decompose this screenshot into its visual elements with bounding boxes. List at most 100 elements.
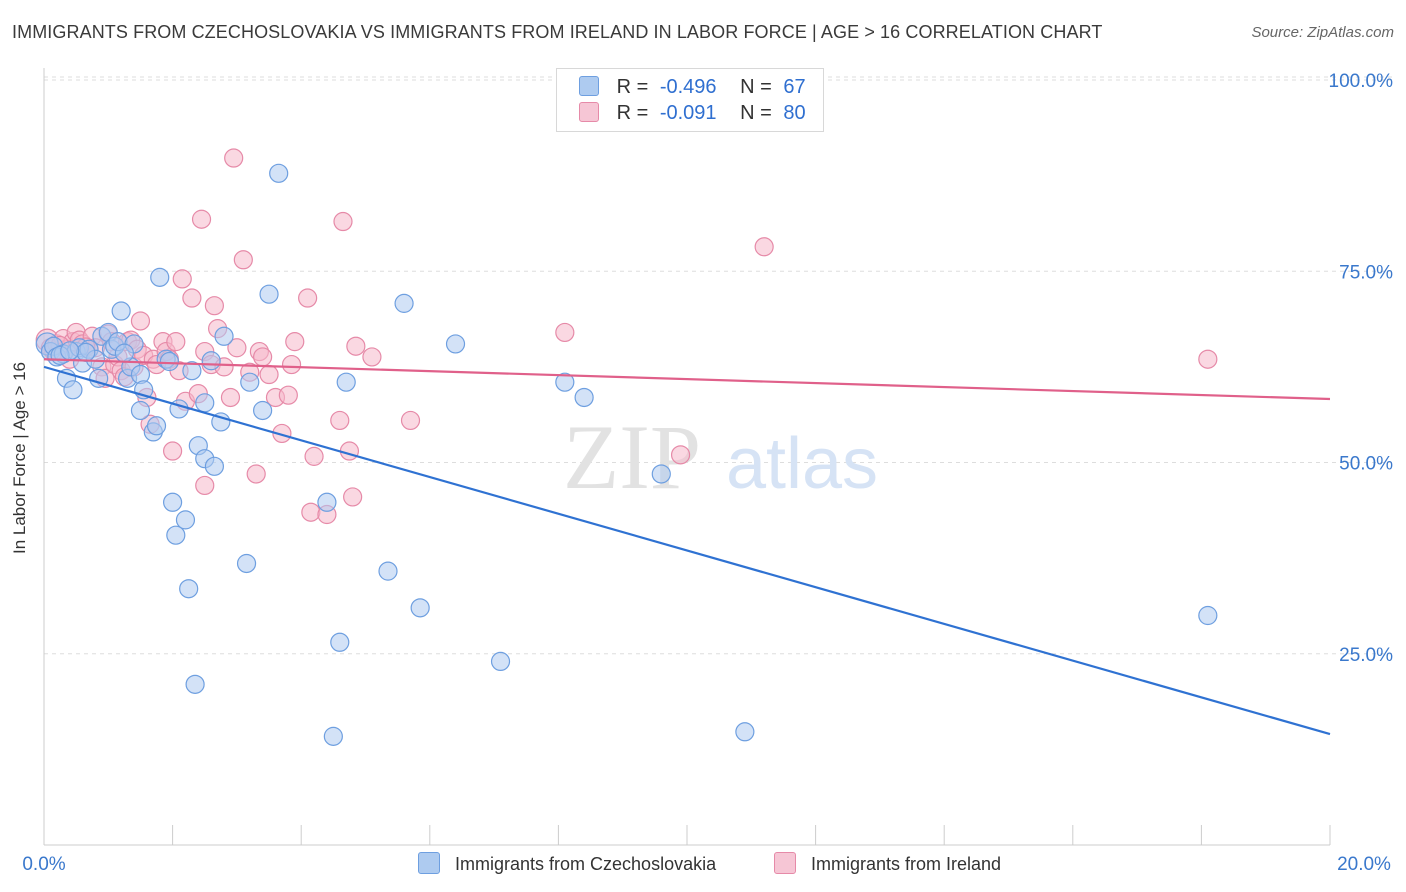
- correlation-legend: R = -0.496 N = 67 R = -0.091 N = 80: [556, 68, 824, 132]
- czechoslovakia-point: [211, 412, 231, 432]
- y-axis-label: In Labor Force | Age > 16: [10, 361, 29, 555]
- ireland-point: [400, 410, 421, 431]
- czechoslovakia-point: [259, 284, 279, 304]
- ireland-trend-line: [43, 358, 1331, 401]
- legend-swatch-pink: [579, 102, 599, 122]
- czechoslovakia-point: [159, 351, 179, 372]
- legend-n-label: N =: [740, 102, 772, 124]
- legend-r-label: R =: [616, 76, 649, 98]
- ireland-point: [195, 475, 215, 496]
- czechoslovakia-point: [490, 651, 511, 672]
- legend-swatch-blue: [579, 76, 599, 96]
- czechoslovakia-point: [60, 341, 80, 361]
- czechoslovakia-point: [253, 400, 273, 421]
- y-tick-label: 25.0%: [1339, 645, 1393, 666]
- ireland-point: [330, 410, 350, 431]
- legend-n-value: 67: [783, 76, 806, 98]
- bottom-legend-swatch-pink: [774, 852, 796, 874]
- czechoslovakia-point: [394, 293, 414, 313]
- ireland-point: [253, 347, 273, 367]
- czechoslovakia-point: [150, 267, 170, 287]
- x-tick-label: 0.0%: [22, 854, 65, 875]
- czechoslovakia-point: [269, 163, 289, 183]
- czechoslovakia-point: [445, 334, 466, 354]
- ireland-point: [346, 336, 366, 356]
- watermark-atlas: atlas: [726, 424, 878, 504]
- bottom-legend-czechoslovakia: Immigrants from Czechoslovakia: [418, 852, 716, 876]
- czechoslovakia-point: [735, 722, 755, 742]
- ireland-point: [259, 364, 279, 385]
- ireland-point: [166, 332, 186, 352]
- ireland-point: [281, 354, 302, 375]
- ireland-point: [333, 211, 353, 232]
- ireland-point: [182, 288, 202, 308]
- ireland-point: [191, 209, 212, 229]
- czechoslovakia-point: [410, 598, 430, 618]
- ireland-point: [204, 296, 224, 316]
- czechoslovakia-point: [76, 342, 96, 362]
- czechoslovakia-point: [240, 372, 260, 392]
- bottom-legend-ireland: Immigrants from Ireland: [774, 852, 1001, 876]
- legend-n-label: N =: [740, 76, 772, 98]
- czechoslovakia-point: [185, 674, 205, 694]
- czechoslovakia-point: [114, 343, 134, 363]
- ireland-point: [246, 464, 266, 484]
- czechoslovakia-point: [166, 525, 186, 545]
- ireland-point: [304, 446, 324, 466]
- czechoslovakia-point: [130, 400, 151, 421]
- ireland-point: [343, 487, 363, 507]
- czechoslovakia-point: [201, 351, 221, 371]
- x-tick-label: 20.0%: [1337, 854, 1391, 875]
- source-label: Source: ZipAtlas.com: [1251, 24, 1394, 41]
- czechoslovakia-trend-line: [43, 365, 1331, 736]
- bottom-legend-label: Immigrants from Czechoslovakia: [455, 854, 717, 874]
- czechoslovakia-point: [179, 579, 199, 599]
- chart-title: IMMIGRANTS FROM CZECHOSLOVAKIA VS IMMIGR…: [12, 22, 1103, 42]
- czechoslovakia-point: [111, 301, 131, 321]
- czechoslovakia-point: [330, 632, 350, 652]
- ireland-point: [278, 385, 298, 405]
- czechoslovakia-point: [336, 372, 356, 392]
- legend-n-value: 80: [783, 102, 806, 124]
- legend-r-value: -0.496: [659, 76, 717, 98]
- czechoslovakia-point: [182, 361, 202, 381]
- czechoslovakia-point: [214, 326, 234, 346]
- legend-r-label: R =: [616, 102, 649, 124]
- ireland-point: [272, 423, 292, 444]
- ireland-point: [555, 322, 575, 343]
- ireland-point: [233, 250, 253, 270]
- trend-lines: [43, 358, 1331, 736]
- ireland-point: [130, 311, 151, 331]
- czechoslovakia-point: [146, 416, 167, 436]
- ireland-point: [754, 237, 774, 257]
- ireland-point: [670, 445, 691, 465]
- czechoslovakia-point: [204, 456, 224, 476]
- watermark: ZIP atlas: [563, 406, 878, 508]
- czechoslovakia-point: [236, 553, 257, 574]
- ireland-point: [220, 387, 241, 408]
- axes: [43, 68, 1331, 846]
- ireland-point: [224, 148, 244, 168]
- czechoslovakia-point: [163, 492, 183, 512]
- czechoslovakia-point: [555, 372, 575, 392]
- ireland-point: [362, 347, 382, 367]
- bottom-legend-label: Immigrants from Ireland: [811, 854, 1002, 874]
- ireland-point: [1198, 349, 1218, 369]
- czechoslovakia-point: [323, 726, 343, 746]
- bottom-legend-swatch-blue: [418, 852, 440, 874]
- czechoslovakia-point: [317, 492, 337, 512]
- ireland-point: [301, 502, 321, 522]
- ireland-point: [298, 288, 318, 308]
- ireland-point: [285, 332, 305, 352]
- czechoslovakia-point: [63, 380, 83, 400]
- czechoslovakia-point: [378, 561, 398, 581]
- czechoslovakia-point: [651, 464, 671, 484]
- ireland-point: [163, 441, 183, 461]
- czechoslovakia-point: [1198, 605, 1218, 626]
- tick-labels: 25.0% 50.0% 75.0% 100.0% 0.0% 20.0%: [22, 71, 1393, 875]
- ireland-point: [227, 338, 247, 358]
- legend-row-ireland: R = -0.091 N = 80: [579, 102, 806, 128]
- legend-r-value: -0.091: [659, 102, 717, 124]
- czechoslovakia-point: [574, 387, 594, 408]
